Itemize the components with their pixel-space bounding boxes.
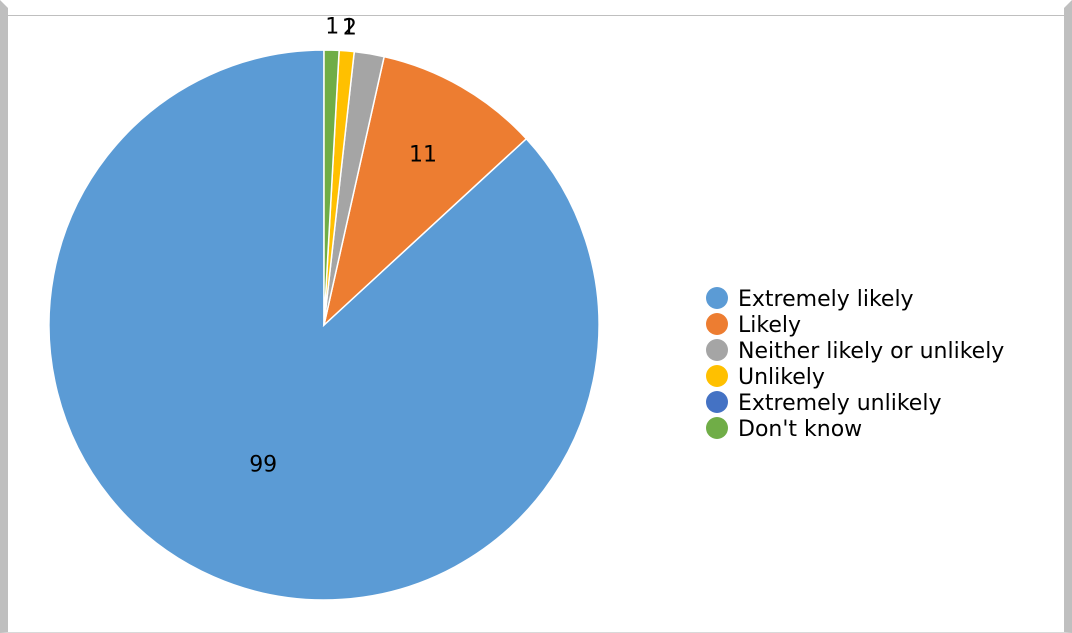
data-label-likely: 11 [409, 143, 437, 168]
legend-label-neither-likely-or-unlikely: Neither likely or unlikely [738, 339, 1004, 364]
legend-marker-neither-likely-or-unlikely [706, 339, 728, 361]
legend-label-extremely-unlikely: Extremely unlikely [738, 391, 941, 416]
legend-marker-unlikely [706, 365, 728, 387]
frame-top-edge [0, 15, 1072, 16]
legend-label-unlikely: Unlikely [738, 365, 825, 390]
legend-label-extremely-likely: Extremely likely [738, 287, 914, 312]
data-label-neither-likely-or-unlikely: 2 [343, 15, 357, 40]
pie-slice-don-t-know [323, 49, 340, 326]
data-label-don-t-know: 1 [325, 14, 339, 39]
legend-marker-extremely-likely [706, 287, 728, 309]
legend-marker-extremely-unlikely [706, 391, 728, 413]
data-label-unlikely: 1 [342, 15, 356, 40]
data-label-extremely-likely: 99 [249, 453, 277, 478]
legend-marker-don-t-know [706, 417, 728, 439]
pie-slice-likely [322, 55, 528, 328]
legend-label-don-t-know: Don't know [738, 417, 862, 442]
legend-marker-likely [706, 313, 728, 335]
legend-label-likely: Likely [738, 313, 801, 338]
pie-slices [48, 49, 600, 601]
